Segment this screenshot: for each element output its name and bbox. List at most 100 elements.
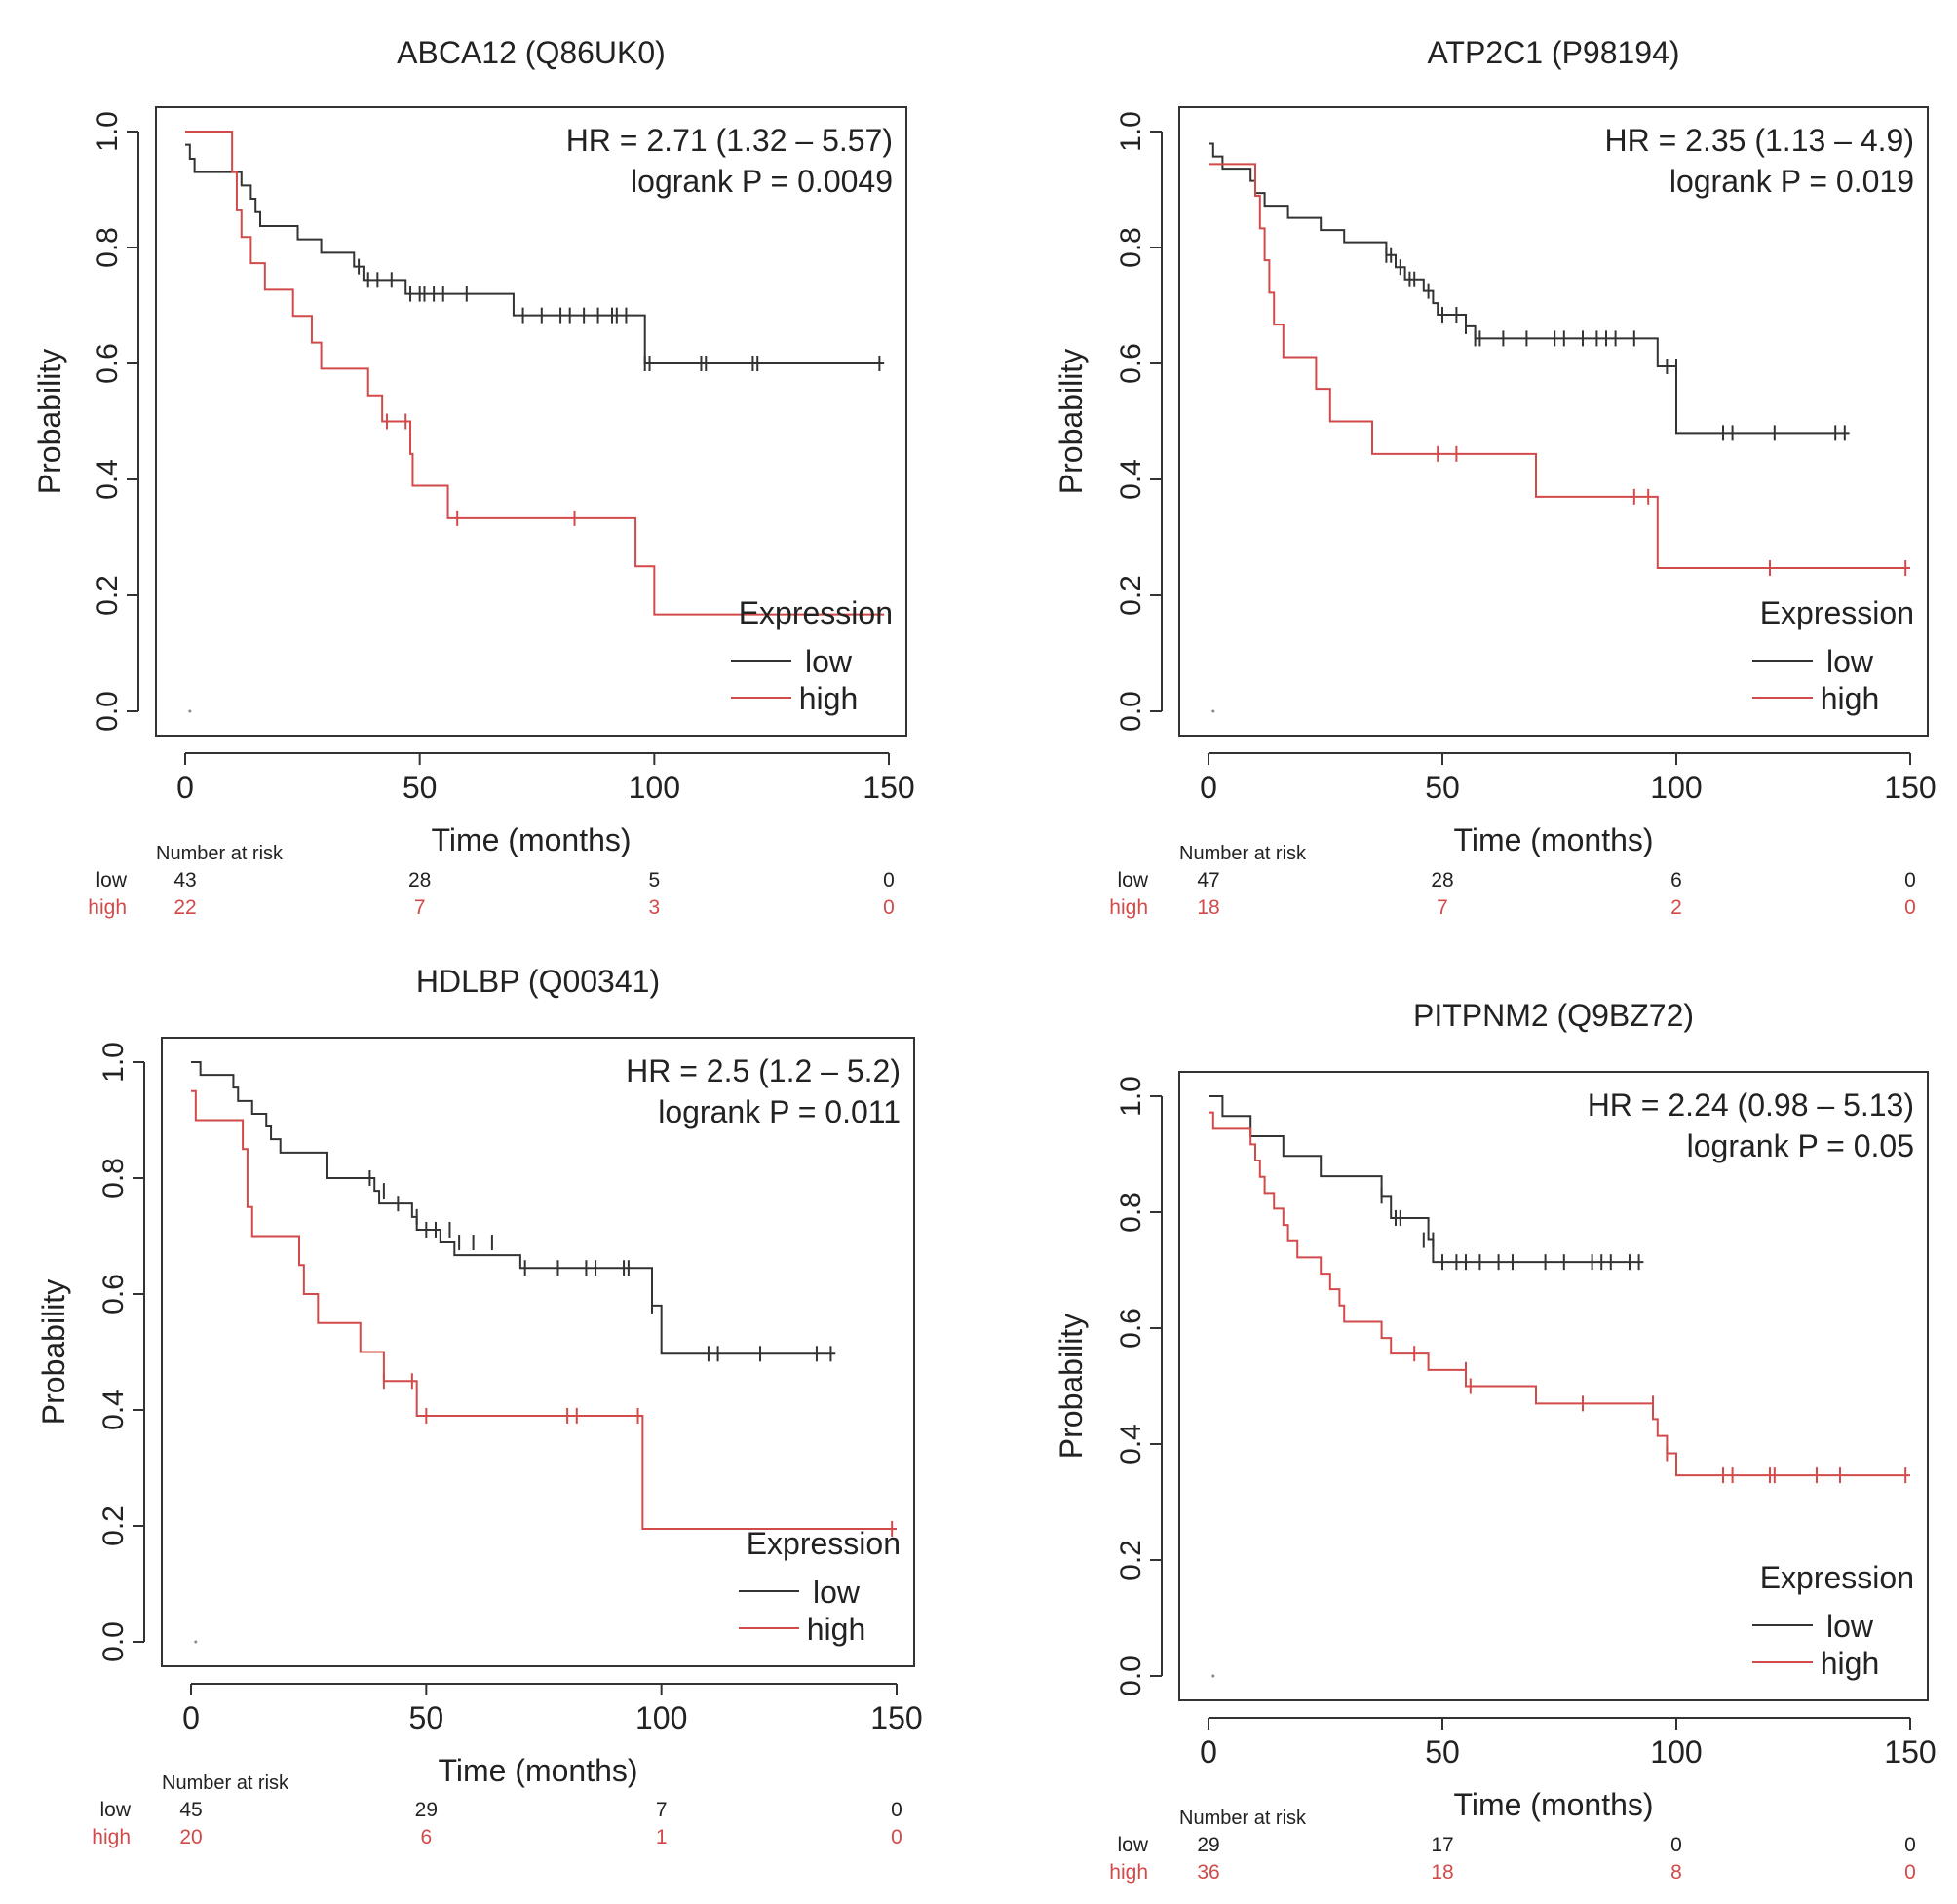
risk-count-high: 20 — [179, 1826, 202, 1848]
x-tick-label: 50 — [1425, 1734, 1460, 1770]
legend-label-low: low — [805, 644, 853, 679]
series-line-high — [191, 1089, 897, 1530]
risk-row-label-high: high — [88, 896, 127, 919]
risk-row-label-high: high — [92, 1826, 131, 1848]
risk-count-low: 28 — [408, 869, 431, 892]
y-tick-label: 1.0 — [1115, 1076, 1147, 1117]
risk-count-high: 0 — [883, 896, 895, 919]
logrank-annotation: logrank P = 0.0049 — [631, 164, 893, 199]
series-line-high — [1209, 1111, 1910, 1477]
risk-count-low: 0 — [1904, 869, 1916, 892]
legend-label-high: high — [1821, 681, 1880, 716]
chart-title: ABCA12 (Q86UK0) — [397, 35, 666, 70]
legend-label-low: low — [1826, 644, 1874, 679]
y-tick-label: 0.2 — [1115, 575, 1147, 616]
y-axis-label: Probability — [36, 1279, 71, 1425]
y-tick-label: 0.0 — [1115, 691, 1147, 732]
legend-title: Expression — [747, 1526, 901, 1561]
hr-annotation: HR = 2.71 (1.32 – 5.57) — [566, 123, 893, 158]
legend-title: Expression — [1760, 1560, 1914, 1595]
km-panel-abca12: ABCA12 (Q86UK0) 0.0 0.2 0.4 0.6 0.8 1.0 Probabi… — [32, 35, 915, 919]
risk-count-low: 5 — [648, 869, 660, 892]
y-tick-label: 0.2 — [92, 575, 124, 616]
chart-title: HDLBP (Q00341) — [416, 964, 660, 999]
risk-row-label-low: low — [1117, 869, 1148, 892]
risk-count-low: 43 — [173, 869, 196, 892]
chart-title: ATP2C1 (P98194) — [1427, 35, 1679, 70]
risk-count-high: 2 — [1670, 896, 1682, 919]
legend-label-high: high — [1821, 1646, 1880, 1681]
y-tick-label: 0.8 — [1115, 227, 1147, 268]
y-tick-label: 0.8 — [92, 227, 124, 268]
plot-frame — [161, 1037, 915, 1667]
x-tick-label: 150 — [863, 770, 914, 805]
y-axis-label: Probability — [32, 349, 67, 494]
x-tick-label: 0 — [1200, 1734, 1217, 1770]
origin-dot — [194, 1640, 198, 1644]
x-tick-label: 0 — [1200, 770, 1217, 805]
y-tick-label: 0.0 — [1115, 1656, 1147, 1696]
risk-count-high: 7 — [1437, 896, 1448, 919]
x-axis-label: Time (months) — [431, 822, 631, 857]
risk-count-low: 0 — [891, 1799, 902, 1821]
y-tick-label: 0.8 — [97, 1158, 130, 1199]
y-tick-label: 1.0 — [92, 111, 124, 152]
y-tick-label: 1.0 — [97, 1042, 130, 1083]
x-tick-label: 0 — [182, 1700, 200, 1735]
risk-count-high: 0 — [1904, 896, 1916, 919]
y-tick-label: 0.4 — [1115, 1424, 1147, 1465]
series-line-high — [185, 131, 885, 616]
risk-count-high: 0 — [891, 1826, 902, 1848]
km-panel-atp2c1: ATP2C1 (P98194) 0.0 0.2 0.4 0.6 0.8 1.0 Probabi… — [1054, 35, 1937, 919]
risk-count-low: 0 — [1904, 1834, 1916, 1856]
origin-dot — [1211, 1674, 1215, 1678]
x-tick-label: 100 — [1650, 770, 1702, 805]
legend-label-low: low — [1826, 1609, 1874, 1644]
legend-label-low: low — [813, 1575, 861, 1610]
risk-count-high: 8 — [1670, 1861, 1682, 1884]
risk-count-low: 6 — [1670, 869, 1682, 892]
x-tick-label: 0 — [176, 770, 194, 805]
x-tick-label: 100 — [1650, 1734, 1702, 1770]
risk-count-low: 28 — [1431, 869, 1453, 892]
y-tick-label: 0.8 — [1115, 1192, 1147, 1233]
risk-count-low: 7 — [656, 1799, 668, 1821]
risk-count-high: 18 — [1431, 1861, 1453, 1884]
series-line-low — [185, 143, 885, 364]
hr-annotation: HR = 2.35 (1.13 – 4.9) — [1604, 123, 1914, 158]
risk-table-title: Number at risk — [156, 843, 284, 864]
risk-row-label-high: high — [1109, 1861, 1148, 1884]
risk-count-low: 17 — [1431, 1834, 1453, 1856]
x-axis-label: Time (months) — [438, 1753, 637, 1788]
plot-frame — [1178, 1071, 1929, 1701]
risk-row-label-low: low — [1117, 1834, 1148, 1856]
legend-title: Expression — [739, 595, 893, 630]
risk-count-high: 1 — [656, 1826, 668, 1848]
hr-annotation: HR = 2.5 (1.2 – 5.2) — [626, 1053, 901, 1088]
x-tick-label: 100 — [629, 770, 680, 805]
x-tick-label: 150 — [1884, 770, 1936, 805]
risk-count-low: 29 — [415, 1799, 438, 1821]
logrank-annotation: logrank P = 0.019 — [1669, 164, 1914, 199]
risk-count-high: 7 — [414, 896, 426, 919]
y-axis-label: Probability — [1054, 1314, 1089, 1459]
y-tick-label: 0.2 — [1115, 1540, 1147, 1580]
logrank-annotation: logrank P = 0.011 — [658, 1094, 901, 1129]
logrank-annotation: logrank P = 0.05 — [1687, 1128, 1914, 1163]
legend-title: Expression — [1760, 595, 1914, 630]
risk-row-label-low: low — [99, 1799, 131, 1821]
chart-title: PITPNM2 (Q9BZ72) — [1413, 998, 1694, 1033]
risk-count-low: 29 — [1197, 1834, 1219, 1856]
x-tick-label: 50 — [1425, 770, 1460, 805]
series-line-high — [1209, 163, 1910, 570]
km-panel-pitpnm2: PITPNM2 (Q9BZ72) 0.0 0.2 0.4 0.6 0.8 1.0 Probab… — [1054, 998, 1937, 1884]
x-tick-label: 50 — [403, 770, 438, 805]
km-panel-hdlbp: HDLBP (Q00341) 0.0 0.2 0.4 0.6 0.8 1.0 Probabil… — [36, 964, 923, 1848]
risk-table-title: Number at risk — [1179, 843, 1307, 864]
y-tick-label: 0.6 — [92, 343, 124, 384]
x-axis-label: Time (months) — [1453, 822, 1653, 857]
y-tick-label: 0.4 — [97, 1390, 130, 1430]
y-tick-label: 0.4 — [1115, 459, 1147, 500]
risk-count-low: 0 — [883, 869, 895, 892]
